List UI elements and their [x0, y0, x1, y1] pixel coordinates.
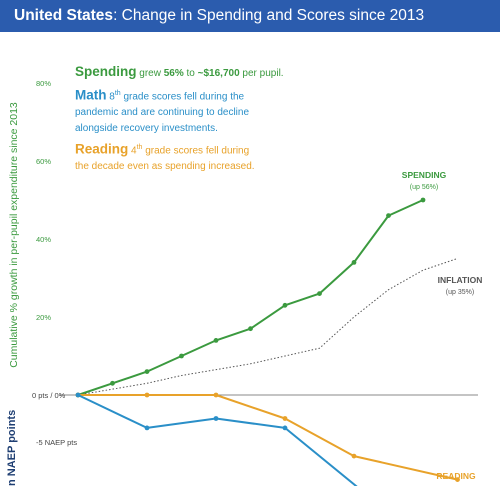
- math-annotation-head: Math: [75, 87, 107, 103]
- reading-point-5: [455, 477, 460, 482]
- y-axis-label-naep: n NAEP points: [6, 409, 18, 486]
- math-annotation-line2: pandemic and are continuing to decline: [75, 107, 250, 119]
- reading-annotation: Reading 4th grade scores fell during the…: [75, 140, 255, 175]
- math-annotation-line3: alongside recovery investments.: [75, 123, 218, 135]
- inflation-series-sublabel: (up 35%): [446, 289, 474, 296]
- reading-grade: 4: [128, 145, 137, 157]
- reading-series-label: READING: [436, 471, 476, 481]
- spending-annotation: Spending grew 56% to ~$16,700 per pupil.: [75, 64, 284, 82]
- math-grade-sup: th: [114, 90, 121, 97]
- reading-grade-sup: th: [136, 144, 143, 151]
- spending-line: [77, 199, 424, 396]
- reading-point-1: [144, 392, 150, 398]
- math-point-0: [75, 392, 81, 398]
- spending-point-1: [110, 380, 115, 386]
- math-annotation-line1: grade scores fell during the: [120, 91, 245, 103]
- spending-annotation-amount: ~$16,700: [197, 68, 240, 79]
- reading-line: [78, 394, 458, 481]
- spending-point-8: [351, 260, 357, 265]
- spending-annotation-text: grew: [136, 68, 164, 79]
- spending-point-9: [386, 213, 391, 219]
- reading-annotation-line1: grade scores fell during: [142, 145, 250, 157]
- inflation-line: [77, 258, 458, 396]
- spending-annotation-text-end: per pupil.: [239, 68, 284, 79]
- spending-series-sublabel: (up 56%): [410, 184, 438, 191]
- reading-point-2: [213, 392, 219, 398]
- reading-annotation-head: Reading: [75, 141, 129, 157]
- math-point-1: [144, 425, 150, 431]
- math-point-3: [282, 425, 288, 431]
- spending-point-2: [144, 369, 150, 374]
- title-country: United States: [14, 7, 114, 24]
- title-text: : Change in Spending and Scores since 20…: [113, 7, 425, 24]
- reading-point-4: [351, 453, 357, 459]
- y-tick-label-20: 20%: [36, 313, 51, 322]
- math-point-2: [213, 416, 219, 421]
- y-tick-label-pts: -5 NAEP pts: [36, 438, 77, 447]
- spending-point-10: [420, 197, 426, 203]
- spending-point-6: [282, 302, 288, 308]
- inflation-series-label: INFLATION: [438, 275, 483, 285]
- spending-point-3: [179, 353, 184, 359]
- y-axis-label-spending: Cumulative % growth in per-pupil expendi…: [8, 102, 20, 368]
- math-grade: 8: [106, 91, 115, 103]
- y-tick-label-80: 80%: [36, 79, 51, 88]
- chart-title-banner: United States: Change in Spending and Sc…: [0, 0, 500, 32]
- spending-series-label: SPENDING: [402, 170, 447, 180]
- y-tick-label-zero: 0 pts / 0%: [32, 391, 66, 400]
- spending-point-4: [213, 338, 219, 343]
- reading-annotation-line2: the decade even as spending increased.: [75, 161, 255, 173]
- spending-point-5: [248, 326, 253, 332]
- reading-point-3: [282, 416, 288, 421]
- spending-point-7: [317, 291, 322, 296]
- spending-annotation-text-mid: to: [183, 68, 198, 79]
- y-tick-label-40: 40%: [36, 235, 51, 244]
- spending-annotation-head: Spending: [75, 64, 137, 79]
- y-tick-label-60: 60%: [36, 157, 51, 166]
- spending-annotation-pct: 56%: [163, 68, 184, 79]
- math-annotation: Math 8th grade scores fell during the pa…: [75, 86, 249, 137]
